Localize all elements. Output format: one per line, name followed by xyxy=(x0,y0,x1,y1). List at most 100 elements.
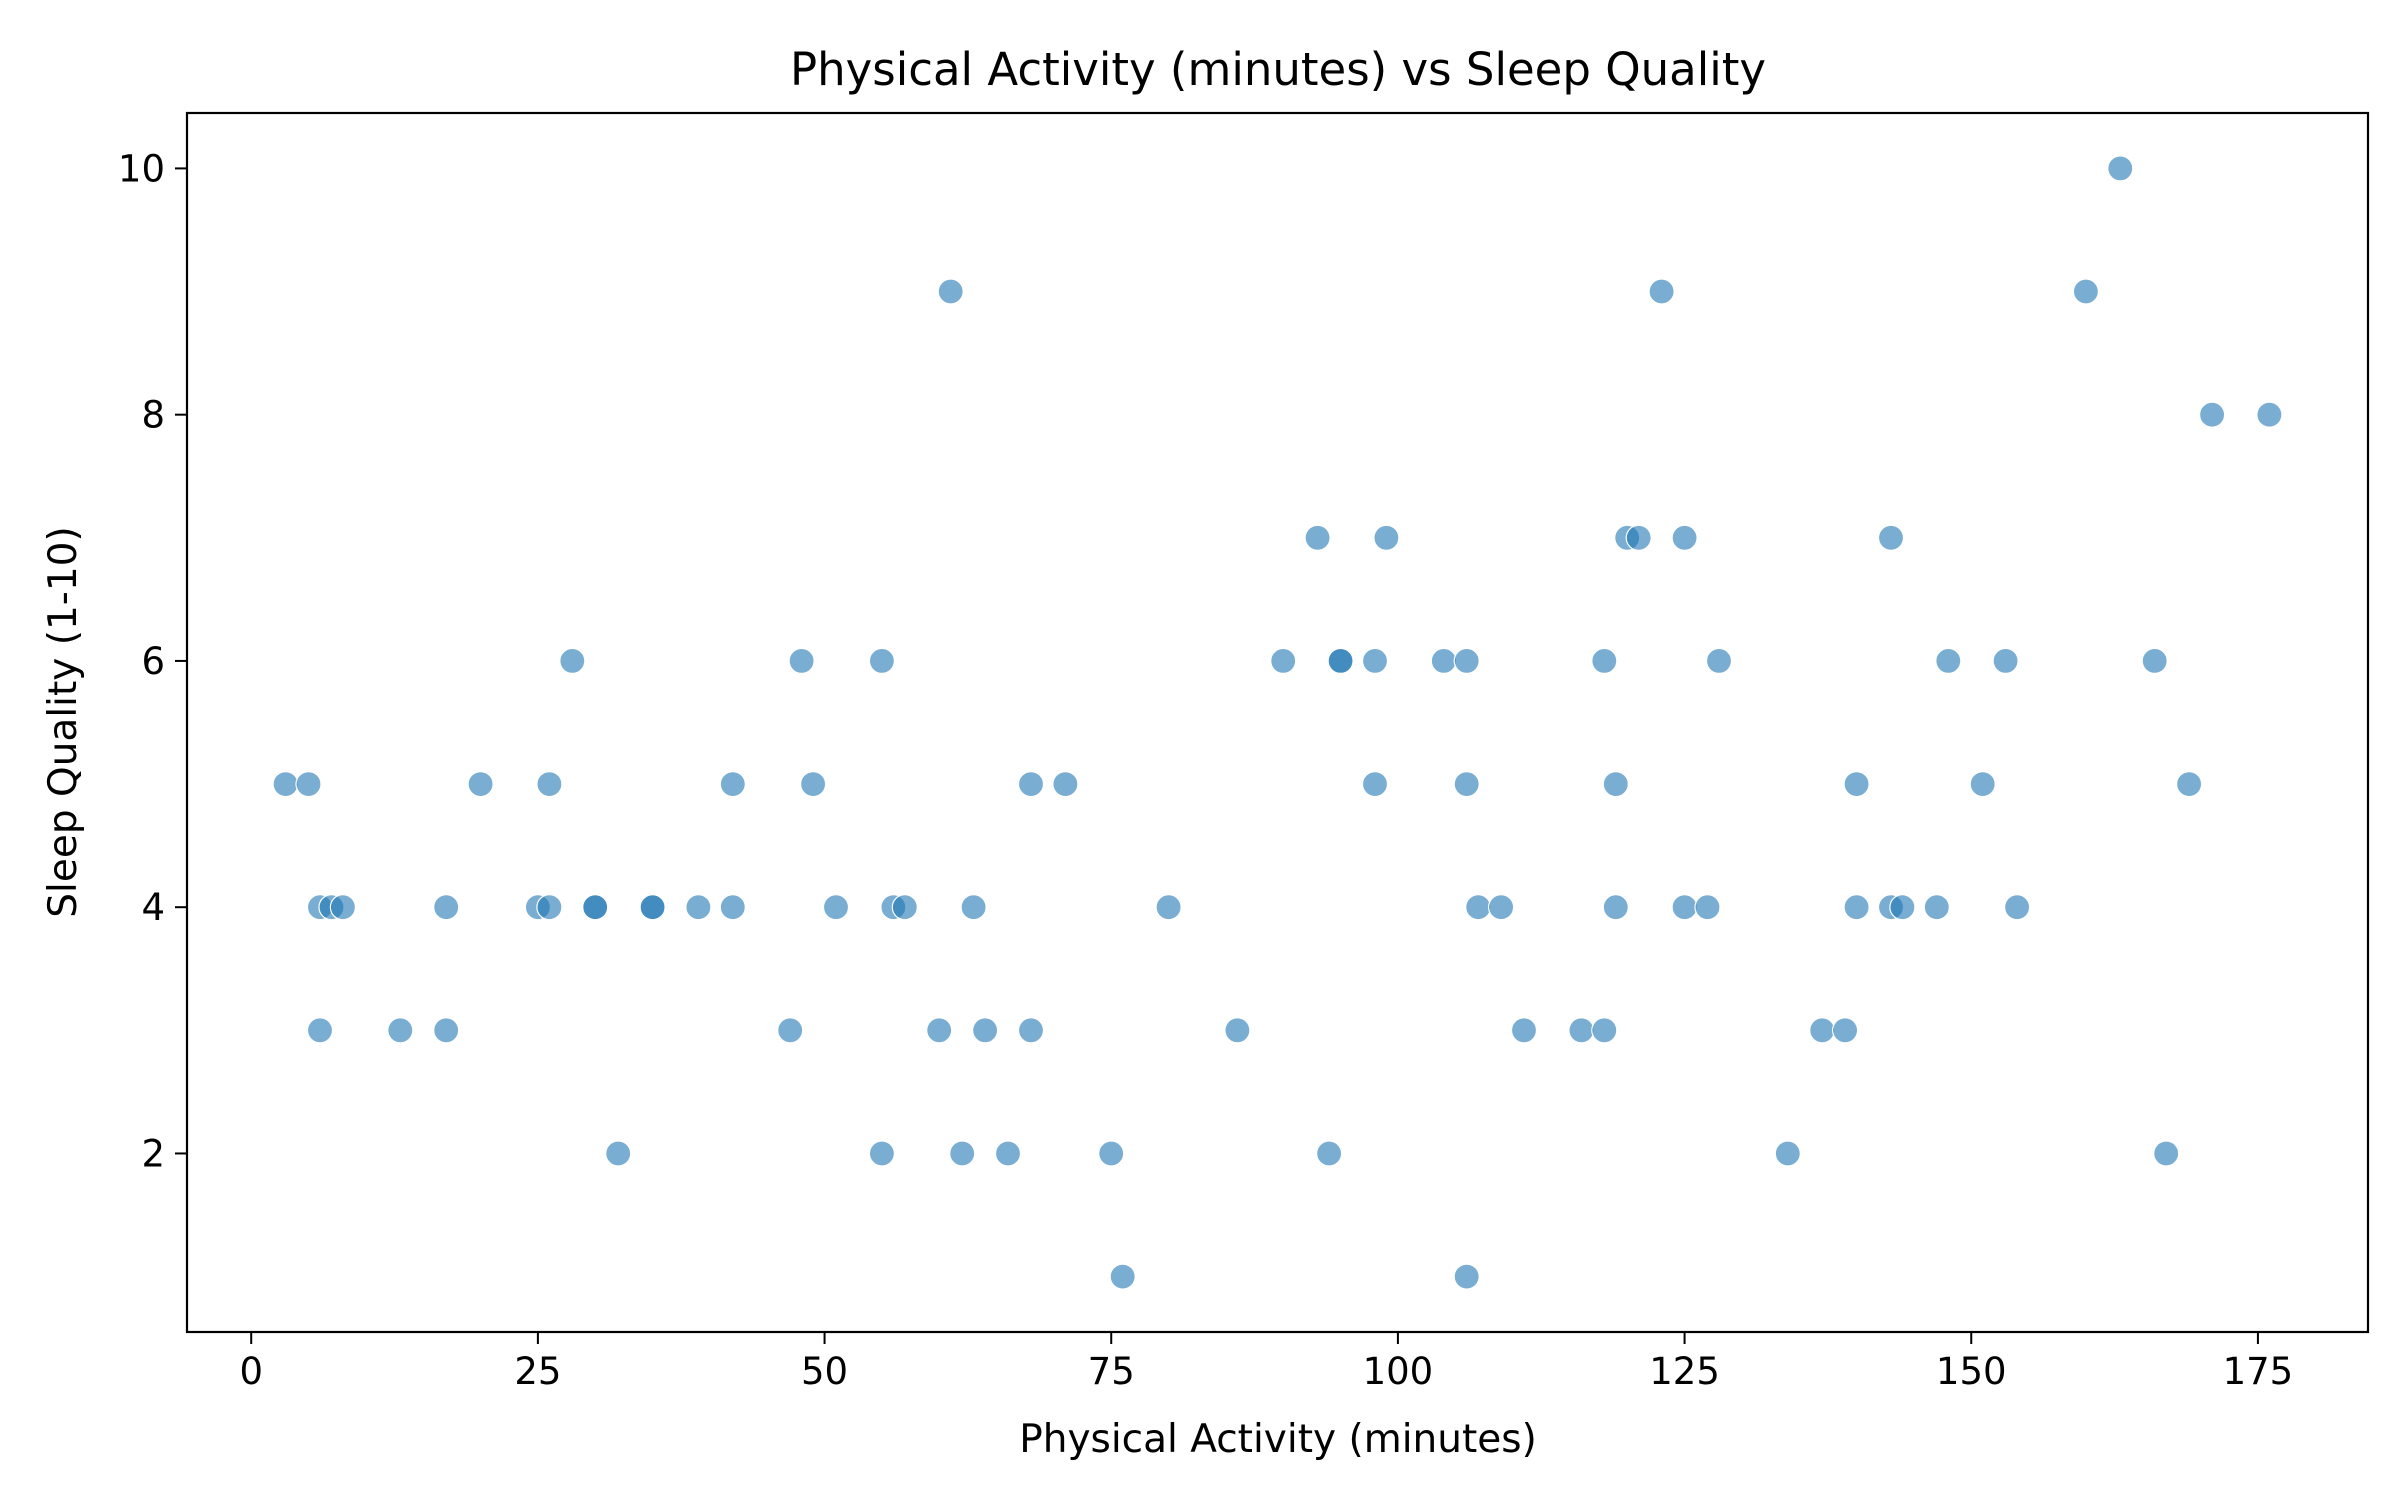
data-point xyxy=(822,894,850,921)
data-point xyxy=(1625,524,1652,551)
data-point xyxy=(433,894,460,921)
data-point xyxy=(1361,647,1389,675)
data-point xyxy=(1453,1263,1480,1290)
x-tick-label: 50 xyxy=(801,1350,848,1393)
data-point xyxy=(1453,647,1480,675)
y-tick-label: 10 xyxy=(118,147,165,190)
data-point xyxy=(1109,1263,1136,1290)
data-point xyxy=(1315,1140,1343,1167)
data-point xyxy=(387,1017,414,1044)
data-point xyxy=(868,647,896,675)
data-point xyxy=(1935,647,1962,675)
y-tick-label: 6 xyxy=(141,640,165,683)
data-point xyxy=(1889,894,1916,921)
data-point xyxy=(2003,894,2031,921)
data-point xyxy=(1098,1140,1125,1167)
data-point xyxy=(1373,524,1400,551)
x-axis-label: Physical Activity (minutes) xyxy=(1019,1417,1537,1462)
y-tick-label: 8 xyxy=(141,394,165,437)
data-point xyxy=(1304,524,1331,551)
data-point xyxy=(1465,894,1492,921)
data-point xyxy=(777,1017,804,1044)
data-point xyxy=(799,770,827,798)
data-point xyxy=(1602,770,1629,798)
data-point xyxy=(2176,770,2203,798)
data-point xyxy=(1591,1017,1618,1044)
data-point xyxy=(868,1140,896,1167)
data-point xyxy=(2153,1140,2180,1167)
data-point xyxy=(788,647,815,675)
x-tick-label: 150 xyxy=(1936,1350,2007,1393)
data-point xyxy=(1270,647,1297,675)
data-point xyxy=(685,894,712,921)
y-axis-label: Sleep Quality (1-10) xyxy=(41,526,86,917)
x-tick-label: 25 xyxy=(514,1350,561,1393)
data-point xyxy=(1155,894,1182,921)
x-tick-label: 0 xyxy=(239,1350,263,1393)
data-point xyxy=(1453,770,1480,798)
data-point xyxy=(536,770,563,798)
data-point xyxy=(2199,401,2226,428)
data-point xyxy=(582,894,609,921)
data-point xyxy=(1430,647,1457,675)
data-point xyxy=(960,894,987,921)
data-point xyxy=(1487,894,1515,921)
y-tick-label: 4 xyxy=(141,886,165,929)
data-point xyxy=(937,278,964,305)
x-tick-label: 100 xyxy=(1363,1350,1434,1393)
data-point xyxy=(971,1017,999,1044)
data-points xyxy=(272,155,2283,1290)
data-point xyxy=(1923,894,1950,921)
data-point xyxy=(559,647,586,675)
data-point xyxy=(1510,1017,1538,1044)
chart-title: Physical Activity (minutes) vs Sleep Qua… xyxy=(790,43,1766,96)
data-point xyxy=(1017,1017,1045,1044)
data-point xyxy=(329,894,356,921)
data-point xyxy=(1591,647,1618,675)
data-point xyxy=(994,1140,1022,1167)
data-point xyxy=(1017,770,1045,798)
data-point xyxy=(1602,894,1629,921)
data-point xyxy=(1877,524,1905,551)
data-point xyxy=(1361,770,1389,798)
data-point xyxy=(1327,647,1354,675)
data-point xyxy=(1843,894,1870,921)
data-point xyxy=(1831,1017,1859,1044)
data-point xyxy=(1969,770,1996,798)
data-point xyxy=(433,1017,460,1044)
data-point xyxy=(2107,155,2134,182)
data-point xyxy=(295,770,322,798)
data-point xyxy=(1694,894,1721,921)
data-point xyxy=(719,894,746,921)
plot-frame xyxy=(185,111,2370,1334)
y-axis-ticks: 2 4 6 8 10 xyxy=(118,147,187,1175)
y-tick-label: 2 xyxy=(141,1132,165,1175)
data-point xyxy=(1992,647,2019,675)
data-point xyxy=(1774,1140,1801,1167)
data-point xyxy=(2141,647,2168,675)
data-point xyxy=(1705,647,1733,675)
x-tick-label: 75 xyxy=(1088,1350,1135,1393)
data-point xyxy=(1671,894,1698,921)
data-point xyxy=(1648,278,1675,305)
data-point xyxy=(536,894,563,921)
x-tick-label: 125 xyxy=(1649,1350,1720,1393)
data-point xyxy=(1671,524,1698,551)
data-point xyxy=(1568,1017,1595,1044)
data-point xyxy=(605,1140,632,1167)
data-point xyxy=(272,770,299,798)
data-point xyxy=(467,770,494,798)
data-point xyxy=(926,1017,953,1044)
data-point xyxy=(639,894,666,921)
data-point xyxy=(891,894,918,921)
data-point xyxy=(306,1017,334,1044)
data-point xyxy=(2256,401,2283,428)
data-point xyxy=(1052,770,1079,798)
data-point xyxy=(949,1140,976,1167)
data-point xyxy=(719,770,746,798)
x-tick-label: 175 xyxy=(2223,1350,2294,1393)
data-point xyxy=(2072,278,2099,305)
data-point xyxy=(1843,770,1870,798)
